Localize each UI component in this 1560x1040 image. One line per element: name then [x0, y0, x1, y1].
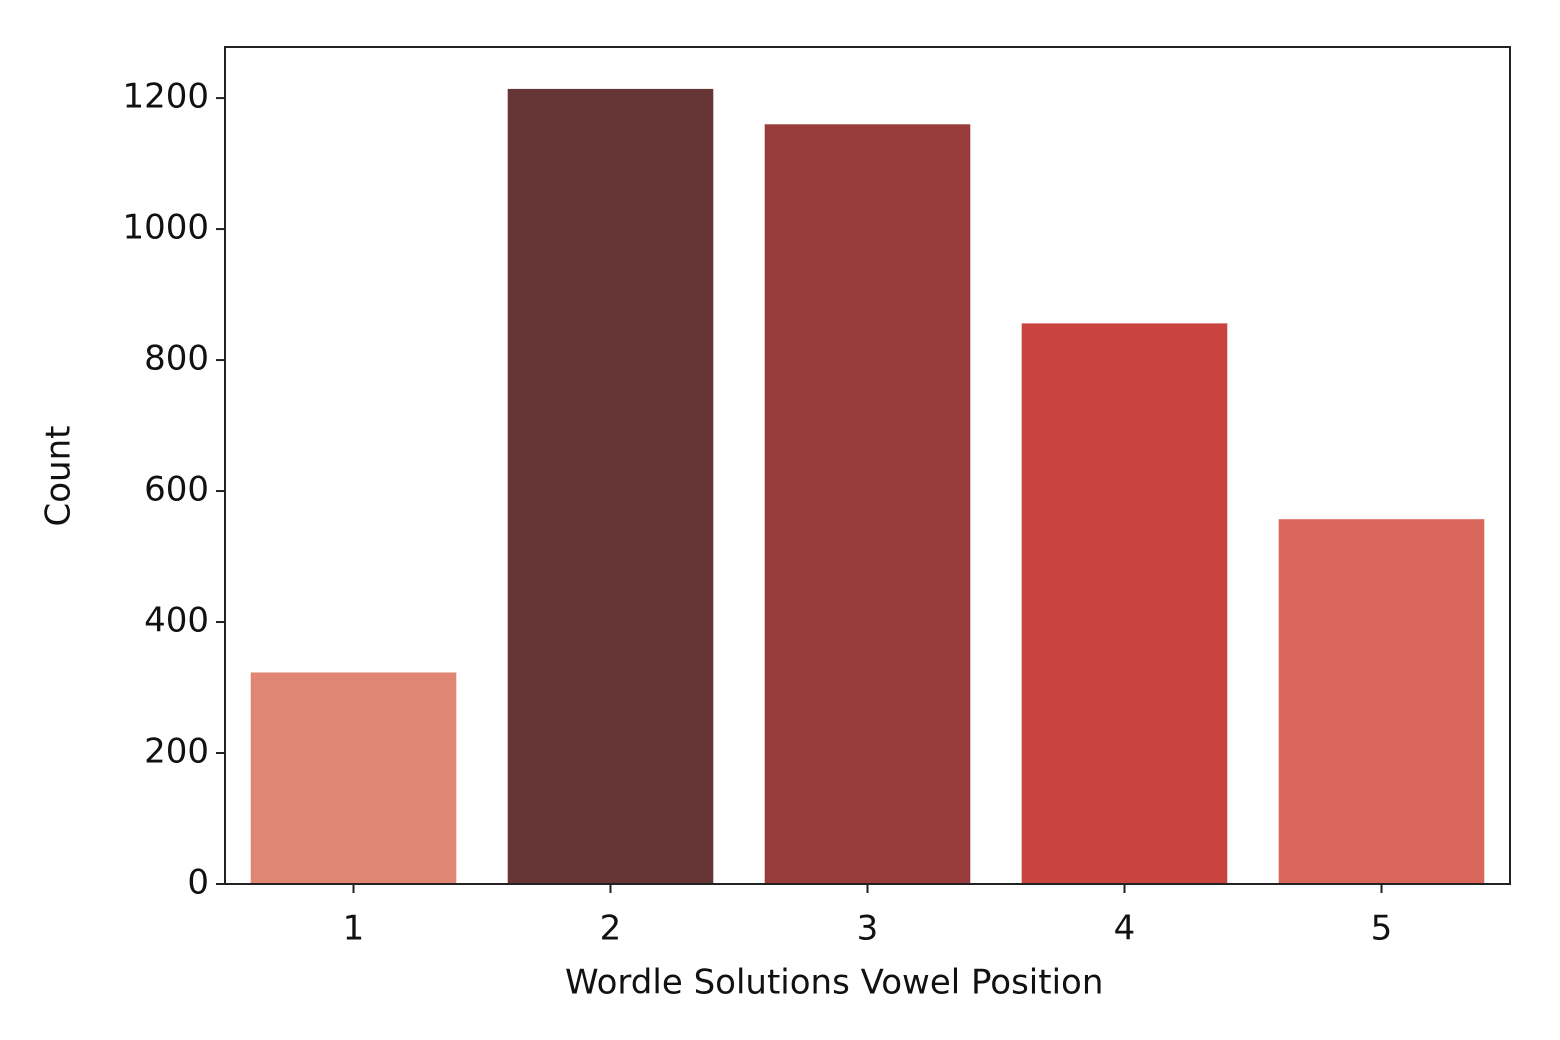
plot-frame — [224, 46, 1511, 885]
y-tick-label: 1000 — [122, 208, 209, 248]
bar — [1021, 323, 1228, 885]
y-tick-label: 400 — [144, 601, 209, 641]
x-tick-label: 4 — [1114, 909, 1136, 949]
bar — [764, 124, 971, 885]
bar — [1278, 519, 1485, 884]
y-axis-label: Count — [39, 426, 79, 527]
y-tick-label: 0 — [187, 863, 209, 903]
y-tick-label: 1200 — [122, 77, 209, 117]
y-tick-label: 800 — [144, 339, 209, 379]
x-axis-label: Wordle Solutions Vowel Position — [565, 963, 1103, 1003]
y-tick-label: 600 — [144, 470, 209, 510]
x-tick-label: 3 — [857, 909, 879, 949]
bar — [250, 672, 457, 884]
x-tick-label: 5 — [1371, 909, 1393, 949]
y-tick-label: 200 — [144, 732, 209, 772]
bar — [507, 88, 714, 885]
x-tick-label: 1 — [343, 909, 365, 949]
x-tick-label: 2 — [600, 909, 622, 949]
